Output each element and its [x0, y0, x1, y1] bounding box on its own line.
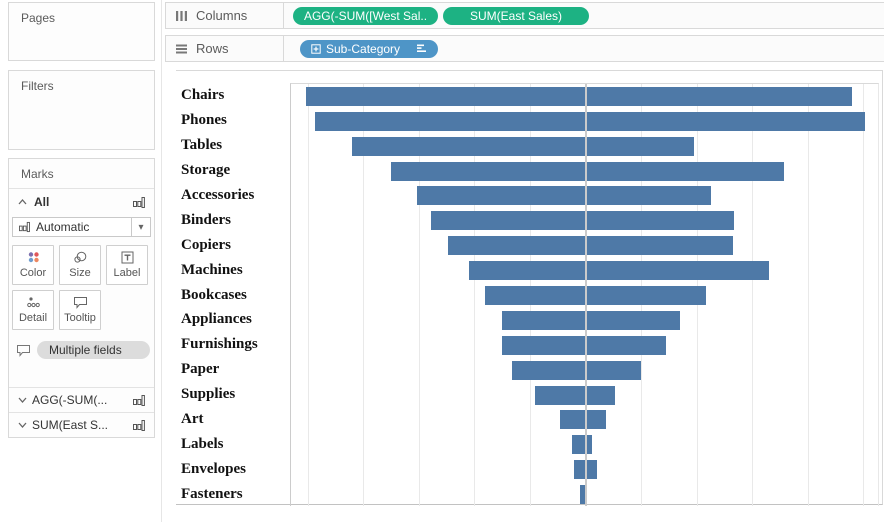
mark-type-dropdown[interactable]: Automatic ▾: [12, 217, 151, 237]
worksheet: Chairs Phones Tables Storage Accessories Bind…: [176, 70, 883, 506]
size-button[interactable]: Size: [59, 245, 101, 285]
mark-type-value: Automatic: [36, 220, 90, 234]
bar-chart-icon: [133, 196, 145, 209]
filters-shelf[interactable]: Filters: [8, 70, 155, 150]
sort-descending-icon[interactable]: [416, 44, 427, 53]
category-label-envelopes[interactable]: Envelopes: [181, 460, 247, 477]
rows-shelf-label: Rows: [196, 41, 229, 56]
chevron-down-icon[interactable]: [18, 422, 27, 428]
detail-button-label: Detail: [18, 312, 48, 324]
category-label-appliances[interactable]: Appliances: [181, 311, 252, 328]
pages-shelf[interactable]: Pages: [8, 2, 155, 61]
detail-button[interactable]: Detail: [12, 290, 54, 330]
category-label-chairs[interactable]: Chairs: [181, 87, 225, 104]
category-label-machines[interactable]: Machines: [181, 261, 243, 278]
label-icon: [121, 251, 134, 264]
bar-paper[interactable]: [511, 360, 642, 380]
bar-labels[interactable]: [571, 435, 593, 455]
pill-sum-east-sales[interactable]: SUM(East Sales): [443, 6, 589, 25]
bar-appliances[interactable]: [502, 310, 680, 330]
detail-icon: [26, 296, 40, 309]
gridline: [418, 84, 420, 506]
measure-card-east[interactable]: SUM(East S...: [9, 412, 154, 437]
size-icon: [73, 251, 87, 264]
bar-accessories[interactable]: [417, 186, 711, 206]
plot-area[interactable]: [290, 83, 879, 506]
bar-art[interactable]: [560, 410, 607, 430]
color-button-label: Color: [19, 267, 47, 279]
category-label-phones[interactable]: Phones: [181, 112, 227, 129]
columns-shelf-label: Columns: [196, 8, 248, 23]
bar-chart-icon: [133, 394, 145, 407]
gridline: [752, 84, 754, 506]
marks-card-all-header[interactable]: All: [9, 188, 154, 215]
tooltip-button-label: Tooltip: [64, 312, 96, 324]
bar-machines[interactable]: [468, 261, 769, 281]
measure-card-west-label: AGG(-SUM(...: [32, 393, 108, 407]
category-label-bookcases[interactable]: Bookcases: [181, 286, 247, 303]
bar-chart-icon: [19, 221, 30, 233]
bar-phones[interactable]: [314, 111, 865, 131]
measure-card-east-label: SUM(East S...: [32, 418, 109, 432]
measure-card-west[interactable]: AGG(-SUM(...: [9, 387, 154, 412]
bar-fasteners[interactable]: [579, 485, 587, 505]
columns-shelf[interactable]: Columns AGG(-SUM([West Sal.. SUM(East Sa…: [165, 2, 884, 29]
chevron-down-icon[interactable]: [18, 397, 27, 403]
category-label-tables[interactable]: Tables: [181, 137, 223, 154]
marks-card-all-label: All: [34, 195, 50, 209]
category-label-binders[interactable]: Binders: [181, 211, 232, 228]
zero-line: [584, 84, 587, 506]
pages-title: Pages: [21, 11, 56, 25]
gridline: [307, 84, 309, 506]
bar-chairs[interactable]: [306, 86, 853, 106]
label-button-label: Label: [113, 267, 141, 279]
pill-sub-category-label: Sub-Category: [326, 41, 401, 56]
category-label-supplies[interactable]: Supplies: [181, 386, 236, 403]
category-label-art[interactable]: Art: [181, 410, 204, 427]
category-label-labels[interactable]: Labels: [181, 435, 224, 452]
category-label-fasteners[interactable]: Fasteners: [181, 485, 243, 502]
gridline: [863, 84, 865, 506]
bar-tables[interactable]: [352, 136, 694, 156]
category-label-paper[interactable]: Paper: [181, 361, 220, 378]
size-button-label: Size: [69, 267, 91, 279]
gridline: [363, 84, 365, 506]
tooltip-icon: [16, 344, 31, 357]
pill-agg-west-sales[interactable]: AGG(-SUM([West Sal..: [293, 6, 438, 25]
category-label-copiers[interactable]: Copiers: [181, 236, 231, 253]
pane-splitter[interactable]: [161, 0, 162, 522]
gridline: [474, 84, 476, 506]
bar-binders[interactable]: [431, 211, 735, 231]
marks-card: Marks All Automatic ▾ Color Size: [8, 158, 155, 438]
rows-shelf[interactable]: Rows Sub-Category: [165, 35, 884, 62]
color-icon: [27, 251, 40, 264]
bar-chart-icon: [133, 419, 145, 432]
tooltip-button[interactable]: Tooltip: [59, 290, 101, 330]
multiple-fields-pill[interactable]: Multiple fields: [37, 341, 150, 359]
dropdown-caret-icon[interactable]: ▾: [131, 218, 150, 236]
expand-icon[interactable]: [311, 43, 321, 54]
color-button[interactable]: Color: [12, 245, 54, 285]
bar-furnishings[interactable]: [502, 335, 667, 355]
filters-title: Filters: [21, 79, 54, 93]
category-label-accessories[interactable]: Accessories: [181, 186, 255, 203]
bar-bookcases[interactable]: [485, 286, 707, 305]
gridline: [807, 84, 809, 506]
category-label-storage[interactable]: Storage: [181, 162, 231, 179]
pill-sub-category[interactable]: Sub-Category: [300, 39, 438, 58]
tooltip-icon: [73, 296, 88, 309]
category-label-furnishings[interactable]: Furnishings: [181, 336, 258, 353]
bar-copiers[interactable]: [447, 236, 733, 256]
chevron-up-icon[interactable]: [18, 199, 27, 205]
bar-storage[interactable]: [391, 161, 785, 181]
columns-icon: [175, 10, 188, 22]
bar-supplies[interactable]: [535, 385, 615, 405]
marks-title: Marks: [21, 167, 54, 181]
rows-icon: [175, 43, 188, 55]
label-button[interactable]: Label: [106, 245, 148, 285]
